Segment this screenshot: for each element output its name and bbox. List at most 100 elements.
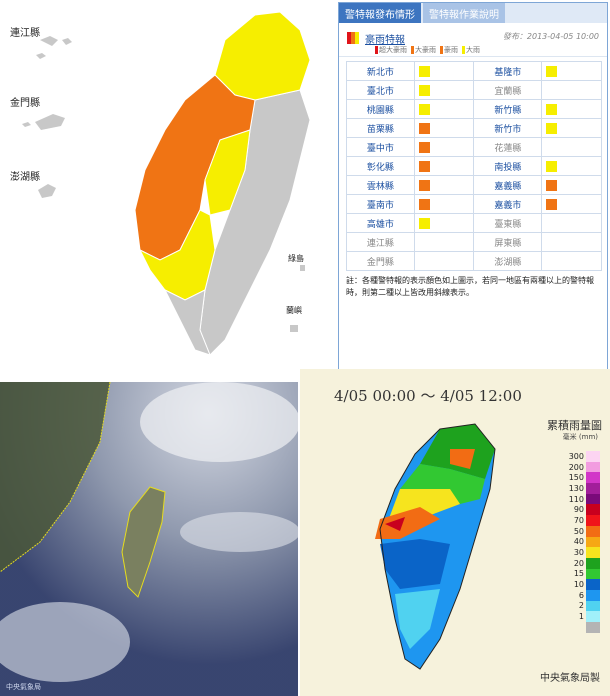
rain-legend-title: 累積雨量圖: [547, 419, 602, 432]
county-name[interactable]: 嘉義縣: [473, 175, 543, 195]
label-lienchiang: 連江縣: [10, 28, 40, 39]
satellite-image: 中央氣象局: [0, 382, 298, 696]
county-level: [413, 156, 475, 176]
county-name[interactable]: 臺南市: [346, 194, 415, 214]
county-name[interactable]: 澎湖縣: [473, 251, 543, 271]
scale-color: [586, 557, 600, 569]
legend-item: 大雨: [462, 45, 480, 55]
county-name[interactable]: 南投縣: [473, 156, 543, 176]
county-name[interactable]: 新北市: [346, 61, 415, 81]
level-swatch-icon: [546, 179, 558, 191]
scale-row: 6: [562, 589, 600, 601]
region-south-yellow[interactable]: [138, 209, 216, 301]
scale-row: 1: [562, 611, 600, 622]
scale-label: 2: [578, 601, 584, 611]
county-level: [413, 118, 475, 138]
scale-color: [586, 493, 600, 505]
level-swatch-icon: [418, 179, 430, 191]
scale-color: [586, 504, 600, 516]
rain-scale: 300 200 150 130 110 90 70 50 40 30 20 15 10 6 2 1: [562, 451, 600, 633]
table-row: 桃園縣 新竹縣: [346, 99, 602, 119]
table-row: 臺中市 花蓮縣: [346, 137, 602, 157]
region-pingtung-gray[interactable]: [163, 288, 211, 356]
county-name[interactable]: 臺中市: [346, 137, 415, 157]
level-swatch-icon: [546, 198, 558, 210]
county-level: [541, 194, 602, 214]
county-name[interactable]: 連江縣: [346, 232, 415, 252]
county-name[interactable]: 宜蘭縣: [473, 80, 543, 100]
level-swatch-icon: [418, 141, 430, 153]
rainfall-svg: [375, 423, 496, 670]
scale-row: 200: [562, 461, 600, 473]
county-name[interactable]: 新竹縣: [473, 99, 543, 119]
scale-label: 6: [578, 590, 584, 600]
county-name[interactable]: 高雄市: [346, 213, 415, 233]
scale-label: 300: [568, 451, 584, 461]
tab-warning-info[interactable]: 警特報作業說明: [423, 3, 505, 23]
scale-color: [586, 589, 600, 601]
scale-color: [586, 579, 600, 590]
scale-color: [586, 483, 600, 494]
county-level: [413, 99, 475, 119]
scale-row: 300: [562, 451, 600, 462]
label-penghu: 澎湖縣: [10, 172, 40, 183]
scale-label: 90: [573, 505, 584, 515]
county-level: [413, 232, 475, 252]
county-name[interactable]: 桃園縣: [346, 99, 415, 119]
county-name[interactable]: 苗栗縣: [346, 118, 415, 138]
tab-warning-status[interactable]: 警特報發布情形: [339, 3, 421, 23]
legend: 超大豪雨 大豪雨 豪雨 大雨: [375, 45, 480, 55]
scale-label: 10: [573, 580, 584, 590]
county-name[interactable]: 嘉義市: [473, 194, 543, 214]
label-kinmen: 金門縣: [10, 98, 40, 109]
scale-color: [586, 600, 600, 612]
level-swatch-icon: [418, 160, 430, 172]
table-row: 金門縣 澎湖縣: [346, 251, 602, 271]
county-level: [541, 80, 602, 100]
county-name[interactable]: 臺東縣: [473, 213, 543, 233]
region-north-yellow[interactable]: [214, 11, 311, 101]
scale-label: 15: [573, 569, 584, 579]
penghu-islands: [38, 184, 56, 198]
county-level: [541, 175, 602, 195]
level-swatch-icon: [418, 65, 430, 77]
level-swatch-icon: [418, 217, 430, 229]
scale-color: [586, 451, 600, 462]
scale-label: 110: [568, 494, 584, 504]
label-orchid-island: 蘭嶼: [286, 306, 302, 315]
region-nantou-yellow[interactable]: [204, 129, 251, 216]
county-name[interactable]: 基隆市: [473, 61, 543, 81]
taiwan-outline: [121, 486, 166, 598]
scale-row: 40: [562, 536, 600, 548]
scale-row: 50: [562, 525, 600, 537]
county-name[interactable]: 新竹市: [473, 118, 543, 138]
level-swatch-icon: [546, 65, 558, 77]
scale-row: 90: [562, 504, 600, 516]
county-level: [413, 61, 475, 81]
table-row: 臺北市 宜蘭縣: [346, 80, 602, 100]
county-level: [541, 232, 602, 252]
scale-label: 20: [573, 558, 584, 568]
table-row: 彰化縣 南投縣: [346, 156, 602, 176]
warning-title-link[interactable]: 豪雨特報: [365, 35, 405, 46]
level-swatch-icon: [418, 122, 430, 134]
county-name[interactable]: 臺北市: [346, 80, 415, 100]
scale-label: 30: [573, 548, 584, 558]
county-name[interactable]: 屏東縣: [473, 232, 543, 252]
level-swatch-icon: [546, 160, 558, 172]
county-name[interactable]: 金門縣: [346, 251, 415, 271]
county-name[interactable]: 雲林縣: [346, 175, 415, 195]
scale-color: [586, 525, 600, 537]
warning-panel: 警特報發布情形 警特報作業說明 豪雨特報 發布：2013-04-05 10:00…: [338, 2, 608, 370]
level-swatch-icon: [546, 103, 558, 115]
county-name[interactable]: 花蓮縣: [473, 137, 543, 157]
table-row: 苗栗縣 新竹市: [346, 118, 602, 138]
scale-color: [586, 547, 600, 558]
warning-section: 連江縣 金門縣 澎湖縣 綠島 蘭嶼 警特報發布情形 警特報作業說明 豪雨特報 發…: [10, 2, 608, 370]
scale-label: 150: [568, 473, 584, 483]
scale-label: 50: [573, 526, 584, 536]
table-row: 高雄市 臺東縣: [346, 213, 602, 233]
county-name[interactable]: 彰化縣: [346, 156, 415, 176]
scale-color: [586, 461, 600, 473]
county-level: [541, 251, 602, 271]
